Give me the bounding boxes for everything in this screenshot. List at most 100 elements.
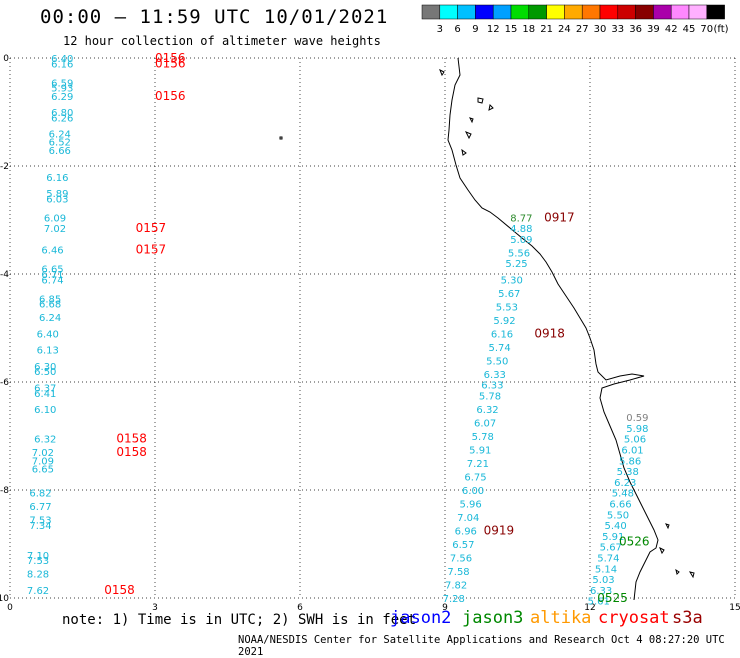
swh-value: 6.68	[39, 300, 61, 311]
swh-observations: 6.406.166.595.936.296.806.266.246.526.66…	[27, 51, 650, 608]
swh-value: 5.89	[46, 189, 68, 200]
y-tick-label: -10	[0, 594, 9, 604]
x-tick-label: 3	[152, 603, 158, 613]
color-scale-legend: 3 6 9 12 15 18 21 24 27 30 33 36 39 42 45 70 (ft)	[421, 4, 729, 35]
swh-value: 6.00	[462, 486, 484, 497]
swh-value: 6.40	[37, 329, 59, 340]
swh-value: 6.80	[51, 108, 73, 119]
scale-label: 15	[505, 24, 518, 35]
swh-value: 6.66	[609, 500, 631, 511]
swh-value: 4.88	[510, 224, 532, 235]
pass-time-label: 0158	[104, 583, 135, 597]
swh-value: 6.57	[452, 540, 474, 551]
swh-value: 5.98	[626, 424, 648, 435]
y-tick-label: -2	[0, 162, 9, 172]
swh-value: 5.78	[472, 432, 494, 443]
swh-value: 7.53	[29, 516, 51, 527]
swh-value: 6.23	[614, 478, 636, 489]
swh-value: 6.09	[44, 213, 66, 224]
swh-value: 5.67	[600, 543, 622, 554]
swh-value: 5.30	[501, 275, 523, 286]
legend-jason2: jason2	[390, 608, 452, 628]
swh-value: 5.91	[602, 532, 624, 543]
swh-value: 5.67	[498, 289, 520, 300]
legend-cryosat: cryosat	[598, 608, 670, 628]
swh-value: 5.03	[592, 575, 614, 586]
swh-value: 6.96	[455, 527, 477, 538]
pass-time-label: 0156	[155, 51, 186, 65]
x-tick-label: 12	[584, 603, 595, 613]
scale-label: 70	[700, 24, 713, 35]
y-tick-label: 0	[3, 54, 9, 64]
scale-label: 39	[647, 24, 660, 35]
swh-value: 5.92	[493, 316, 515, 327]
footnote: note: 1) Time is in UTC; 2) SWH is in fe…	[62, 612, 417, 628]
scale-label: 3	[437, 24, 443, 35]
swh-value: 5.50	[486, 356, 508, 367]
swh-value: 5.56	[508, 248, 530, 259]
swh-value: 6.65	[32, 464, 54, 475]
y-tick-label: -4	[0, 270, 9, 280]
pass-time-label: 0156	[155, 56, 186, 70]
swh-value: 6.59	[51, 78, 73, 89]
swh-value: 7.02	[32, 448, 54, 459]
swh-value: 6.71	[41, 270, 63, 281]
x-tick-label: 0	[7, 603, 13, 613]
scale-label: 33	[611, 24, 624, 35]
swh-value: 6.24	[39, 313, 61, 324]
swh-value: 7.53	[27, 556, 49, 567]
scale-label: 18	[522, 24, 535, 35]
swh-value: 5.74	[597, 554, 619, 565]
swh-value: 5.40	[605, 521, 627, 532]
pass-time-label: 0917	[544, 210, 575, 224]
scale-label: 12	[487, 24, 500, 35]
pass-time-label: 0919	[484, 524, 515, 538]
legend-jason3: jason3	[462, 608, 524, 628]
scale-label: 21	[540, 24, 553, 35]
swh-value: 6.65	[41, 265, 63, 276]
map-title: 00:00 – 11:59 UTC 10/01/2021	[40, 6, 389, 28]
swh-value: 6.26	[51, 113, 73, 124]
swh-value: 5.09	[510, 235, 532, 246]
legend-altika: altika	[530, 608, 592, 628]
swh-value: 5.48	[612, 489, 634, 500]
swh-value: 8.28	[27, 570, 49, 581]
swh-value: 6.75	[464, 473, 486, 484]
pass-time-label: 0918	[534, 326, 565, 340]
scale-unit: (ft)	[714, 24, 729, 35]
swh-value: 6.82	[29, 489, 51, 500]
swh-value: 6.16	[491, 329, 513, 340]
swh-value: 6.32	[476, 405, 498, 416]
swh-value: 7.21	[467, 459, 489, 470]
swh-value: 5.78	[479, 392, 501, 403]
x-tick-label: 9	[442, 603, 448, 613]
swh-value: 6.16	[46, 173, 68, 184]
swh-value: 7.10	[27, 551, 49, 562]
pass-time-label: 0525	[597, 591, 628, 605]
scale-label: 30	[594, 24, 607, 35]
swh-value: 7.56	[450, 554, 472, 565]
pass-time-label: 0158	[116, 445, 147, 459]
swh-value: 5.61	[588, 597, 610, 608]
swh-value: 5.91	[469, 446, 491, 457]
swh-value: 5.14	[595, 564, 617, 575]
swh-value: 7.04	[457, 513, 479, 524]
swh-value: 5.74	[489, 343, 511, 354]
scale-label: 36	[629, 24, 642, 35]
swh-value: 6.85	[39, 294, 61, 305]
island-outlines	[279, 68, 695, 579]
pass-time-label: 0158	[116, 432, 147, 446]
swh-value: 0.59	[626, 413, 648, 424]
swh-value: 6.37	[34, 383, 56, 394]
swh-value: 6.50	[34, 367, 56, 378]
swh-value: 7.82	[445, 581, 467, 592]
swh-value: 6.33	[590, 586, 612, 597]
swh-value: 6.16	[51, 59, 73, 70]
swh-value: 5.50	[607, 510, 629, 521]
swh-value: 6.03	[46, 194, 68, 205]
swh-value: 6.74	[41, 275, 63, 286]
swh-value: 6.46	[41, 246, 63, 257]
axis-labels: 0 3 6 9 12 15 0 -2 -4 -6 -8 -10	[0, 54, 740, 613]
swh-value: 5.06	[624, 435, 646, 446]
